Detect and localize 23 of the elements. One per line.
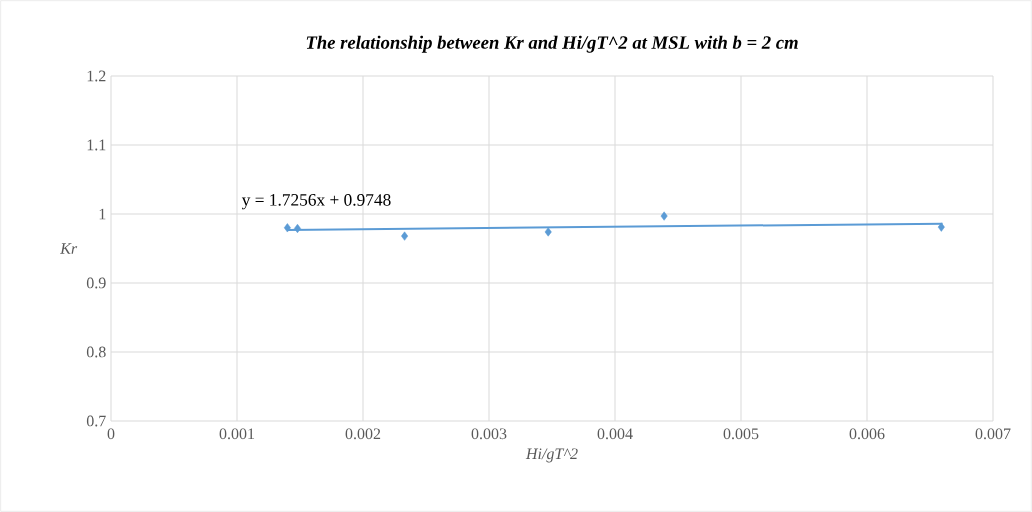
x-tick-label: 0.003 (471, 428, 507, 440)
chart-title: The relationship between Kr and Hi/gT^2 at MSL with b = 2 cm (306, 35, 798, 53)
x-tick-label: 0.001 (219, 428, 255, 440)
point (283, 223, 291, 233)
x-axis-title: Hi/gT^2 (525, 448, 578, 463)
y-tick-label: 0.9 (86, 277, 106, 289)
y-tick-label: 0.7 (86, 415, 106, 427)
annotation: y = 1.7256x + 0.9748 (241, 194, 391, 210)
y-tick-label: 1 (99, 208, 106, 220)
point (937, 222, 945, 232)
x-tick-label: 0 (107, 428, 115, 440)
x-tick-label: 0.004 (597, 428, 633, 440)
y-tick-label: 1.2 (87, 70, 106, 82)
x-tick-label: 0.007 (975, 428, 1011, 440)
point (660, 211, 668, 221)
x-tick-label: 0.006 (849, 428, 885, 440)
y-tick-label: 1.1 (87, 139, 106, 151)
x-tick-label: 0.002 (345, 428, 381, 440)
point (401, 231, 409, 241)
y-tick-label: 0.8 (86, 346, 106, 358)
point (544, 227, 552, 237)
x-tick-label: 0.005 (723, 428, 759, 440)
y-axis-title: Kr (60, 243, 78, 254)
